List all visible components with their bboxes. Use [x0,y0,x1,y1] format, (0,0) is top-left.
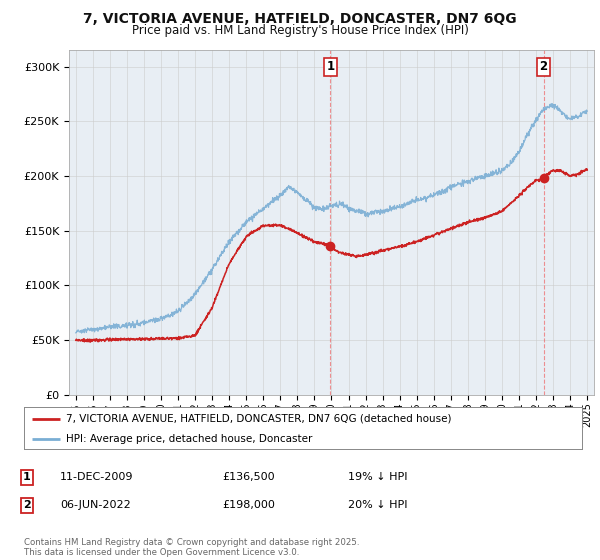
Text: 11-DEC-2009: 11-DEC-2009 [60,472,133,482]
Text: 1: 1 [23,472,31,482]
Text: Price paid vs. HM Land Registry's House Price Index (HPI): Price paid vs. HM Land Registry's House … [131,24,469,36]
Text: 06-JUN-2022: 06-JUN-2022 [60,500,131,510]
Text: 7, VICTORIA AVENUE, HATFIELD, DONCASTER, DN7 6QG: 7, VICTORIA AVENUE, HATFIELD, DONCASTER,… [83,12,517,26]
Text: £136,500: £136,500 [222,472,275,482]
Text: 19% ↓ HPI: 19% ↓ HPI [348,472,407,482]
Text: 2: 2 [539,60,548,73]
Text: 1: 1 [326,60,335,73]
Text: Contains HM Land Registry data © Crown copyright and database right 2025.
This d: Contains HM Land Registry data © Crown c… [24,538,359,557]
Text: HPI: Average price, detached house, Doncaster: HPI: Average price, detached house, Donc… [66,433,312,444]
Text: 7, VICTORIA AVENUE, HATFIELD, DONCASTER, DN7 6QG (detached house): 7, VICTORIA AVENUE, HATFIELD, DONCASTER,… [66,414,451,424]
Text: £198,000: £198,000 [222,500,275,510]
Text: 20% ↓ HPI: 20% ↓ HPI [348,500,407,510]
Text: 2: 2 [23,500,31,510]
